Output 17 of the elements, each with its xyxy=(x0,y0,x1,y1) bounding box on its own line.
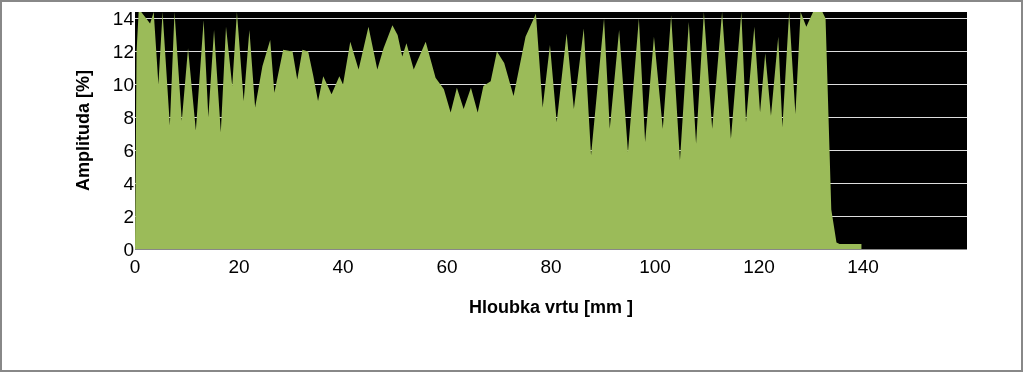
y-tick-label: 6 xyxy=(123,139,134,161)
y-tick-label: 4 xyxy=(123,172,135,194)
x-axis-title: Hloubka vrtu [mm ] xyxy=(468,297,634,317)
x-tick-label: 80 xyxy=(540,255,562,277)
y-tick-label: 14 xyxy=(112,8,135,30)
y-tick-label: 10 xyxy=(112,74,134,96)
x-tick-label: 20 xyxy=(228,255,250,277)
y-tick-label: 12 xyxy=(112,41,134,63)
y-tick-label: 8 xyxy=(123,106,134,128)
y-axis-title: Amplituda [%] xyxy=(73,70,93,191)
x-tick-label: 120 xyxy=(743,255,775,277)
y-tick-label: 2 xyxy=(123,205,134,227)
x-tick-label: 100 xyxy=(639,255,671,277)
x-tick-label: 40 xyxy=(332,255,354,277)
x-tick-label: 60 xyxy=(436,255,458,277)
y-tick-label: 0 xyxy=(123,238,134,260)
x-tick-label: 140 xyxy=(847,255,879,277)
